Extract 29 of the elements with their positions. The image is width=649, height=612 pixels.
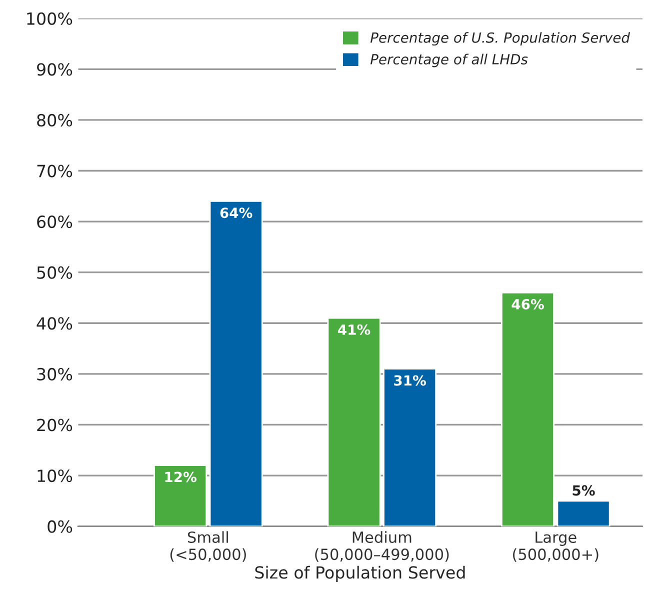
y-tick-label: 20% xyxy=(37,418,72,432)
y-tick-label: 80% xyxy=(37,114,72,127)
bar xyxy=(209,200,263,526)
y-tick-label: 50% xyxy=(37,266,72,279)
y-tick-label: 10% xyxy=(38,469,72,482)
data-label: 41% xyxy=(338,324,370,335)
bar xyxy=(556,500,610,526)
data-label: 31% xyxy=(394,375,426,386)
bar xyxy=(501,292,555,526)
legend-label: Percentage of all LHDs xyxy=(370,54,528,68)
x-tick-label: Small (<50,000) xyxy=(170,531,246,562)
bar xyxy=(154,464,208,526)
legend-label: Percentage of U.S. Population Served xyxy=(370,32,630,46)
x-tick-label: Medium (50,000–499,000) xyxy=(315,531,449,562)
y-tick-label: 60% xyxy=(37,216,72,228)
data-label: 12% xyxy=(165,472,196,482)
y-tick-label: 90% xyxy=(37,63,72,76)
data-label: 64% xyxy=(220,208,252,218)
data-label: 5% xyxy=(572,485,595,496)
y-tick-label: 70% xyxy=(37,164,72,178)
y-tick-label: 0% xyxy=(48,520,72,533)
bar xyxy=(327,317,381,526)
y-tick-label: 30% xyxy=(37,368,72,380)
data-label: 46% xyxy=(512,299,544,310)
x-axis-title: Size of Population Served xyxy=(255,566,465,582)
bar xyxy=(383,368,437,526)
x-tick-label: Large (500,000+) xyxy=(513,532,598,562)
y-tick-label: 100% xyxy=(27,12,72,25)
y-tick-label: 40% xyxy=(36,317,72,330)
